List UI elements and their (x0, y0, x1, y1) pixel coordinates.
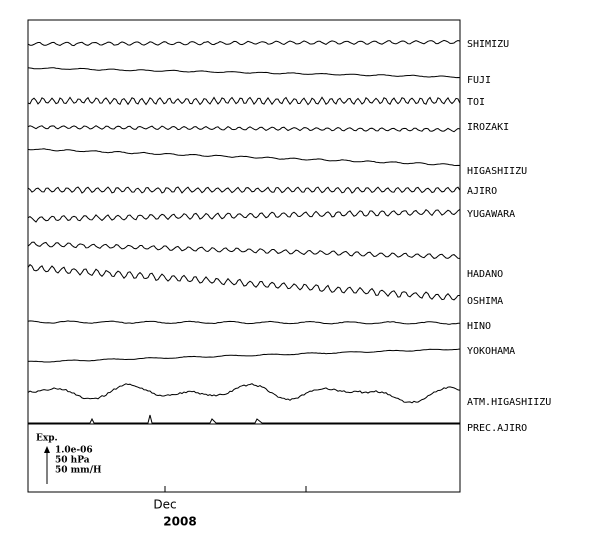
station-label: AJIRO (467, 186, 497, 197)
trace (27, 96, 461, 106)
station-label: PREC.AJIRO (467, 423, 527, 434)
trace (27, 39, 461, 47)
legend-line: 50 hPa (55, 456, 90, 466)
station-label: HINO (467, 321, 491, 332)
scale-arrowhead (44, 446, 50, 453)
trace (27, 67, 461, 79)
trace (27, 241, 461, 259)
station-label: FUJI (467, 75, 491, 86)
trace (27, 348, 461, 363)
trace (27, 148, 461, 167)
legend-line: 1.0e-06 (55, 446, 93, 456)
trace (28, 414, 460, 424)
trace (27, 125, 461, 133)
trace (27, 383, 461, 404)
station-label: ATM.HIGASHIIZU (467, 397, 551, 408)
x-year: 2008 (163, 515, 196, 529)
station-label: HADANO (467, 269, 503, 280)
station-label: YUGAWARA (467, 209, 515, 220)
legend-line: 50 mm/H (55, 466, 102, 476)
station-label: IROZAKI (467, 122, 509, 133)
station-label: HIGASHIIZU (467, 166, 527, 177)
station-label: SHIMIZU (467, 39, 509, 50)
trace (27, 208, 461, 223)
station-label: TOI (467, 97, 485, 108)
station-label: YOKOHAMA (467, 346, 515, 357)
station-label: OSHIMA (467, 296, 503, 307)
legend-title: Exp. (36, 434, 58, 444)
plot-frame (27, 19, 461, 493)
trace (27, 263, 460, 301)
trace (27, 186, 461, 194)
trace (27, 320, 461, 325)
x-month: Dec (153, 498, 176, 512)
